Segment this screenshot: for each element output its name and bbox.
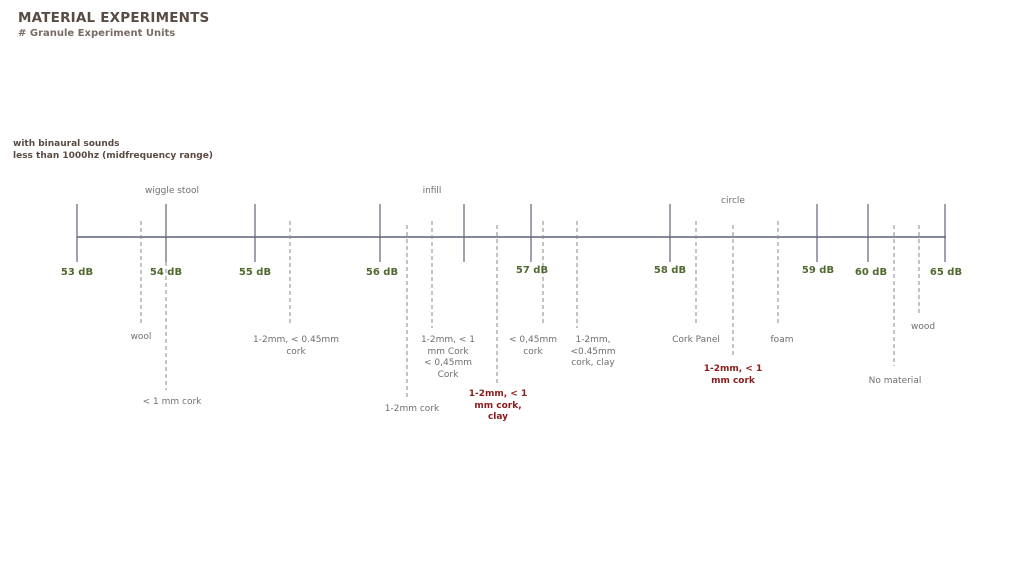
material-label-cork-panel: Cork Panel xyxy=(672,335,720,345)
material-label-045-cork: < 0,45mm cork xyxy=(509,335,557,357)
group-label-infill: infill xyxy=(422,186,442,196)
material-label-1-2mm-045-clay: 1-2mm, <0.45mm cork, clay xyxy=(570,335,616,368)
material-label-lt1mm-cork: < 1 mm cork xyxy=(142,397,202,407)
db-label-60: 60 dB xyxy=(854,267,888,278)
material-label-1-2mm-cork: 1-2mm cork xyxy=(384,404,440,414)
db-label-56: 56 dB xyxy=(365,267,399,278)
note-line-1: with binaural sounds xyxy=(13,139,120,149)
page-subtitle: # Granule Experiment Units xyxy=(18,28,176,39)
material-label-circle-mix-highlight: 1-2mm, < 1 mm cork xyxy=(703,364,763,386)
material-label-foam: foam xyxy=(770,335,794,345)
material-label-infill-mix: 1-2mm, < 1 mm Cork < 0,45mm Cork xyxy=(420,335,476,380)
db-label-58: 58 dB xyxy=(653,265,687,276)
material-label-wool: wool xyxy=(130,332,152,342)
db-label-55: 55 dB xyxy=(238,267,272,278)
material-label-wood: wood xyxy=(910,322,936,332)
group-label-wiggle-stool: wiggle stool xyxy=(145,186,199,196)
group-label-circle: circle xyxy=(721,196,745,206)
material-label-no-material: No material xyxy=(868,376,922,386)
page-title: MATERIAL EXPERIMENTS xyxy=(18,10,210,26)
db-label-53: 53 dB xyxy=(60,267,94,278)
db-label-57: 57 dB xyxy=(515,265,549,276)
db-label-54: 54 dB xyxy=(149,267,183,278)
material-label-1-2mm-045-cork: 1-2mm, < 0.45mm cork xyxy=(253,335,339,357)
db-label-59: 59 dB xyxy=(801,265,835,276)
test-condition-note: with binaural sounds less than 1000hz (m… xyxy=(13,138,213,162)
material-label-clay-mix-highlight: 1-2mm, < 1 mm cork, clay xyxy=(468,389,528,422)
db-label-65: 65 dB xyxy=(929,267,963,278)
note-line-2: less than 1000hz (midfrequency range) xyxy=(13,151,213,161)
